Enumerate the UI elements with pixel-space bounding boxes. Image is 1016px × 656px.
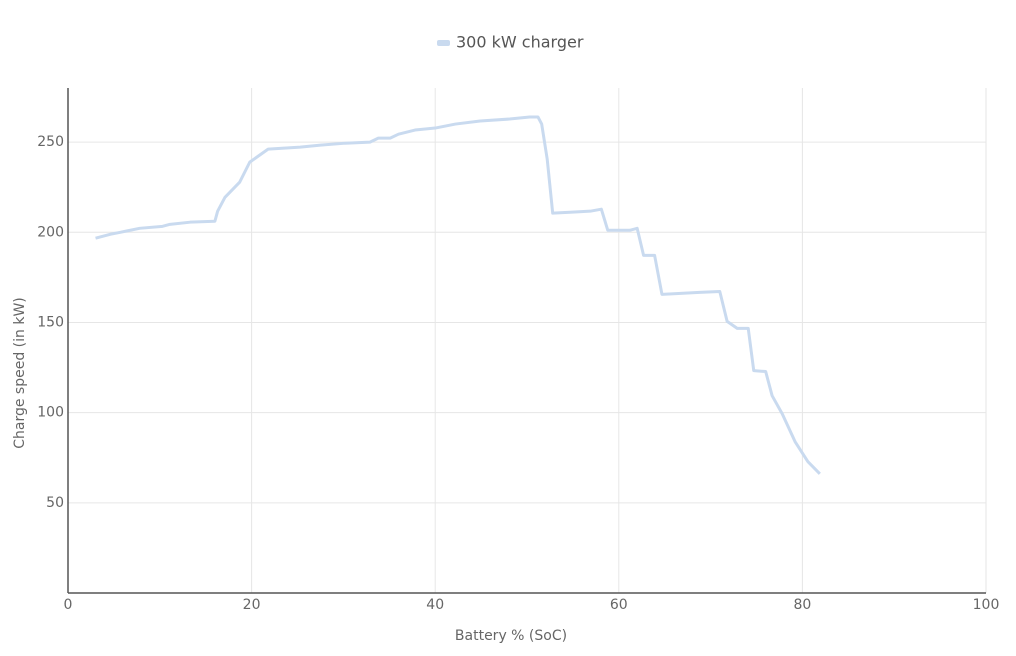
y-tick-label: 50 (46, 495, 64, 511)
legend-label: 300 kW charger (456, 33, 584, 52)
y-axis-label: Charge speed (in kW) (12, 297, 28, 449)
y-tick-label: 150 (37, 314, 64, 330)
x-tick-label: 20 (243, 597, 261, 613)
y-tick-label: 100 (37, 405, 64, 421)
y-tick-label: 200 (37, 224, 64, 240)
x-tick-label: 0 (64, 597, 73, 613)
x-tick-label: 100 (973, 597, 1000, 613)
x-tick-label: 80 (793, 597, 811, 613)
x-tick-label: 60 (610, 597, 628, 613)
legend-swatch (437, 40, 450, 46)
series-line (95, 115, 821, 475)
x-axis-label: Battery % (SoC) (455, 628, 567, 644)
x-tick-label: 40 (426, 597, 444, 613)
y-tick-label: 250 (37, 134, 64, 150)
